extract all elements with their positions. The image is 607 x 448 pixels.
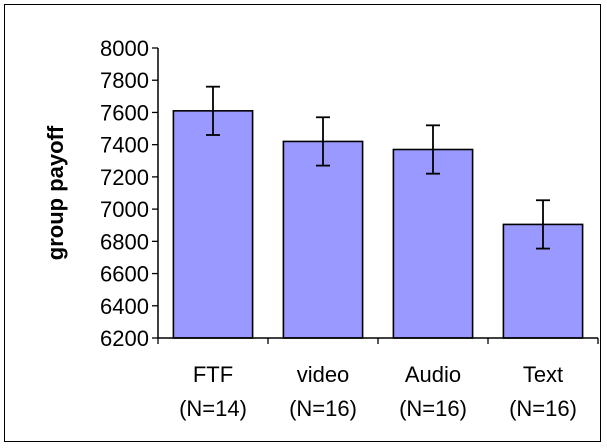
- category-labels: FTF (N=14) video (N=16) Audio (N=16) Text (N=16…: [179, 362, 577, 421]
- chart-frame: group payoff 6200 6400 6600 6800 7000 7200 740…: [4, 4, 601, 442]
- y-axis-ticks: 6200 6400 6600 6800 7000 7200 7400 7600 7800 8000: [100, 36, 158, 351]
- error-bars: [206, 85, 550, 250]
- x-category-label: FTF: [193, 362, 233, 387]
- bar-chart: group payoff 6200 6400 6600 6800 7000 7200 740…: [43, 36, 599, 421]
- y-tick-label: 6200: [100, 326, 149, 351]
- y-tick-label: 7600: [100, 100, 149, 125]
- x-category-sublabel: (N=16): [399, 396, 467, 421]
- y-axis-title-group: group payoff: [43, 125, 68, 260]
- bar-audio: [392, 148, 474, 339]
- y-tick-label: 6600: [100, 262, 149, 287]
- x-category-label: video: [297, 362, 350, 387]
- bar-ftf: [172, 110, 254, 339]
- y-tick-label: 8000: [100, 36, 149, 61]
- axes: [157, 48, 599, 344]
- x-category-sublabel: (N=16): [509, 396, 577, 421]
- y-tick-label: 7200: [100, 165, 149, 190]
- x-category-sublabel: (N=16): [289, 396, 357, 421]
- y-tick-label: 7800: [100, 68, 149, 93]
- y-axis-title: group payoff: [43, 125, 68, 260]
- x-category-sublabel: (N=14): [179, 396, 247, 421]
- bars: [172, 110, 584, 339]
- bar-video: [282, 140, 364, 339]
- y-tick-label: 7400: [100, 133, 149, 158]
- x-category-label: Audio: [405, 362, 461, 387]
- y-tick-label: 7000: [100, 197, 149, 222]
- y-tick-label: 6400: [100, 294, 149, 319]
- y-tick-label: 6800: [100, 229, 149, 254]
- x-category-label: Text: [523, 362, 563, 387]
